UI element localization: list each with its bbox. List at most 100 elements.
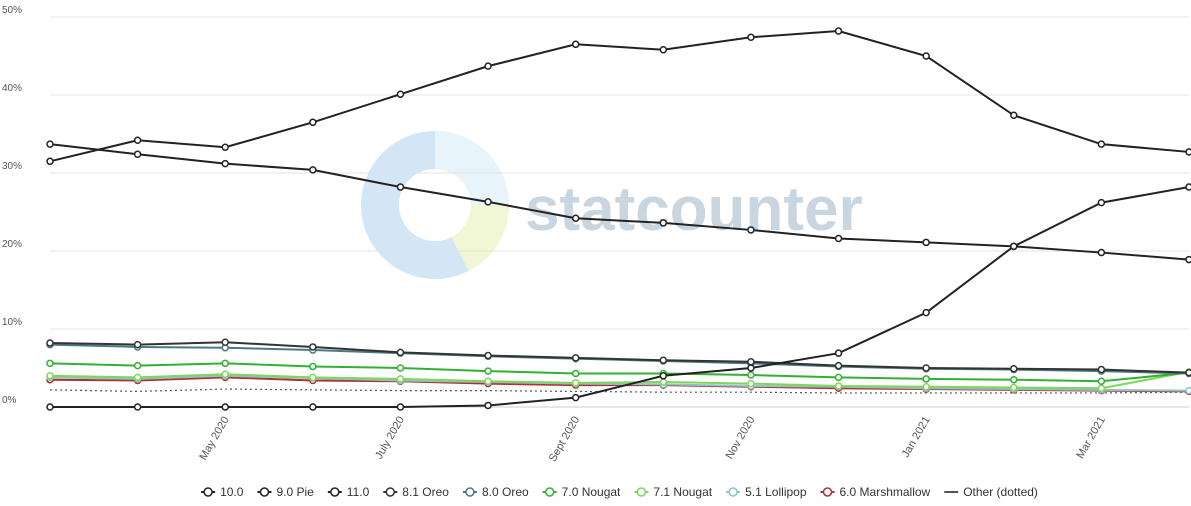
legend-label: 7.0 Nougat	[562, 485, 621, 499]
legend-marker	[259, 487, 270, 497]
point	[484, 351, 492, 360]
point	[133, 340, 142, 349]
watermark: statcounter	[525, 175, 863, 244]
point	[133, 373, 142, 382]
point	[46, 140, 54, 148]
point	[1010, 383, 1018, 392]
legend-label: 8.1 Oreo	[402, 485, 449, 499]
point	[1010, 242, 1018, 251]
point	[484, 62, 492, 70]
point	[834, 234, 843, 243]
point	[309, 373, 317, 382]
point	[1185, 183, 1191, 191]
series-line	[49, 370, 1190, 390]
point	[571, 354, 580, 362]
x-tick-label: Nov 2020	[724, 415, 758, 462]
point	[221, 403, 229, 411]
point	[1010, 365, 1018, 373]
point	[747, 33, 755, 42]
point	[133, 150, 142, 159]
point	[396, 348, 405, 357]
point	[659, 372, 668, 380]
legend-label: Other (dotted)	[963, 485, 1038, 499]
point	[659, 378, 668, 386]
point	[747, 379, 755, 388]
point	[834, 349, 843, 357]
point	[1097, 384, 1106, 393]
point	[484, 401, 492, 410]
point	[571, 379, 580, 387]
point	[309, 118, 317, 127]
point	[1097, 365, 1106, 374]
point	[46, 403, 54, 411]
point	[922, 52, 930, 60]
point	[1010, 111, 1018, 120]
legend: 10.0 9.0 Pie 11.0 8.1 Oreo 8.0 Oreo 7.0 Nouga…	[201, 485, 1038, 499]
point	[396, 375, 405, 383]
series-line	[49, 341, 1190, 374]
point	[571, 214, 580, 222]
legend-marker	[330, 487, 340, 497]
point	[484, 367, 492, 375]
point	[221, 159, 229, 168]
point	[834, 361, 843, 370]
point	[922, 238, 930, 247]
point	[46, 359, 54, 368]
legend-label: 10.0	[220, 485, 244, 499]
point	[659, 356, 668, 364]
legend-marker	[728, 487, 738, 497]
point	[396, 90, 405, 98]
legend-label: 5.1 Lollipop	[745, 485, 807, 499]
point	[396, 364, 405, 372]
y-tick-label: 20%	[2, 239, 22, 250]
point	[1097, 198, 1106, 207]
point	[922, 308, 930, 317]
legend-marker	[385, 487, 396, 497]
point	[133, 361, 142, 370]
point	[571, 40, 580, 49]
watermark-logo	[361, 131, 509, 279]
legend-label: 6.0 Marshmallow	[840, 485, 931, 499]
point	[309, 343, 317, 351]
point	[484, 377, 492, 386]
legend-marker	[822, 487, 833, 497]
legend-label: 9.0 Pie	[276, 485, 314, 499]
point	[747, 371, 755, 379]
legend-marker	[465, 487, 475, 497]
point	[309, 403, 317, 411]
point	[46, 157, 54, 166]
y-tick-label: 10%	[2, 317, 22, 328]
point	[1097, 377, 1106, 386]
point	[396, 183, 405, 191]
point	[571, 369, 580, 378]
point	[221, 359, 229, 368]
point	[133, 403, 142, 411]
point	[133, 136, 142, 144]
point	[309, 362, 317, 371]
point	[922, 382, 930, 391]
point	[309, 166, 317, 174]
y-tick-label: 0%	[2, 395, 17, 406]
point	[1185, 255, 1191, 264]
point	[1097, 248, 1106, 257]
point	[659, 219, 668, 227]
point	[221, 338, 229, 347]
legend-marker	[636, 487, 647, 497]
series-line	[49, 30, 1190, 163]
point	[1185, 368, 1191, 377]
point	[1185, 148, 1191, 156]
x-tick-label: Mar 2021	[1074, 415, 1108, 461]
legend-label: 8.0 Oreo	[482, 485, 529, 499]
point	[747, 226, 755, 234]
point	[1097, 140, 1106, 148]
series-line	[49, 143, 1190, 261]
point	[571, 393, 580, 402]
x-tick-label: Sept 2020	[547, 415, 582, 464]
series-line	[50, 186, 1190, 408]
x-tick-label: May 2020	[197, 415, 232, 463]
point	[834, 373, 843, 382]
point	[221, 143, 229, 152]
legend-marker	[203, 487, 213, 497]
legend-label: 7.1 Nougat	[653, 485, 712, 499]
